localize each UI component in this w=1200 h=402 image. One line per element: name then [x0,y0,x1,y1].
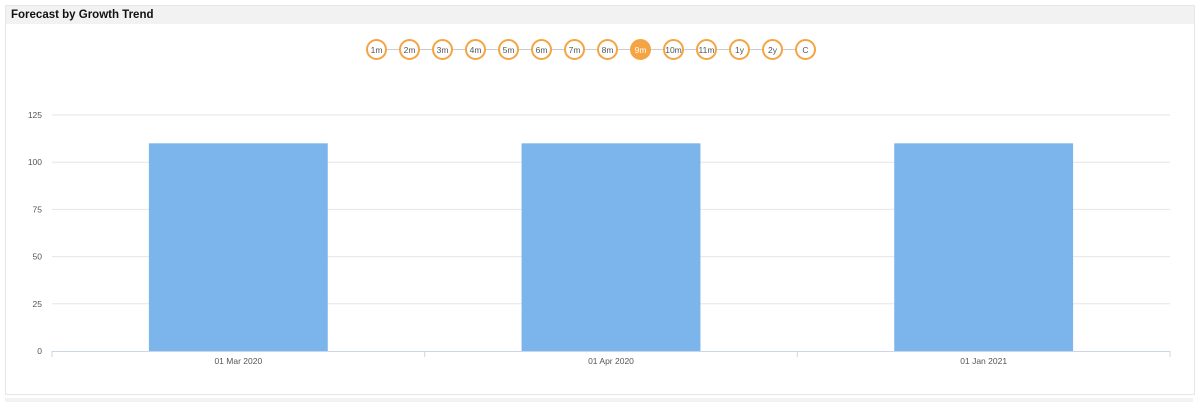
y-tick-label: 50 [33,252,43,262]
period-connector [783,49,795,50]
period-button-6m[interactable]: 6m [531,39,552,60]
period-connector [618,49,630,50]
y-tick-label: 25 [33,299,43,309]
period-button-11m[interactable]: 11m [696,39,717,60]
period-connector [420,49,432,50]
x-tick-label: 01 Mar 2020 [214,356,262,366]
period-button-C[interactable]: C [795,39,816,60]
divider [5,398,1193,402]
bar [148,143,328,351]
period-button-1m[interactable]: 1m [366,39,387,60]
y-tick-label: 125 [28,110,42,120]
period-connector [651,49,663,50]
period-button-10m[interactable]: 10m [663,39,684,60]
period-button-1y[interactable]: 1y [729,39,750,60]
period-button-5m[interactable]: 5m [498,39,519,60]
y-tick-label: 75 [33,204,43,214]
y-tick-label: 100 [28,157,42,167]
y-tick-label: 0 [37,346,42,356]
period-button-8m[interactable]: 8m [597,39,618,60]
period-button-4m[interactable]: 4m [465,39,486,60]
x-tick-label: 01 Jan 2021 [960,356,1007,366]
period-button-3m[interactable]: 3m [432,39,453,60]
period-connector [585,49,597,50]
period-button-9m[interactable]: 9m [630,39,651,60]
panel-title: Forecast by Growth Trend [6,6,1194,24]
x-tick-label: 01 Apr 2020 [588,356,634,366]
period-connector [519,49,531,50]
period-connector [750,49,762,50]
period-connector [453,49,465,50]
period-connector [717,49,729,50]
period-connector [552,49,564,50]
period-button-2y[interactable]: 2y [762,39,783,60]
period-button-7m[interactable]: 7m [564,39,585,60]
period-connector [387,49,399,50]
period-selector: 1m 2m 3m 4m 5m 6m 7m 8m 9m 10m 11m 1y 2y C [366,39,816,60]
bar [521,143,701,351]
period-connector [486,49,498,50]
period-button-2m[interactable]: 2m [399,39,420,60]
period-connector [684,49,696,50]
bar [894,143,1074,351]
